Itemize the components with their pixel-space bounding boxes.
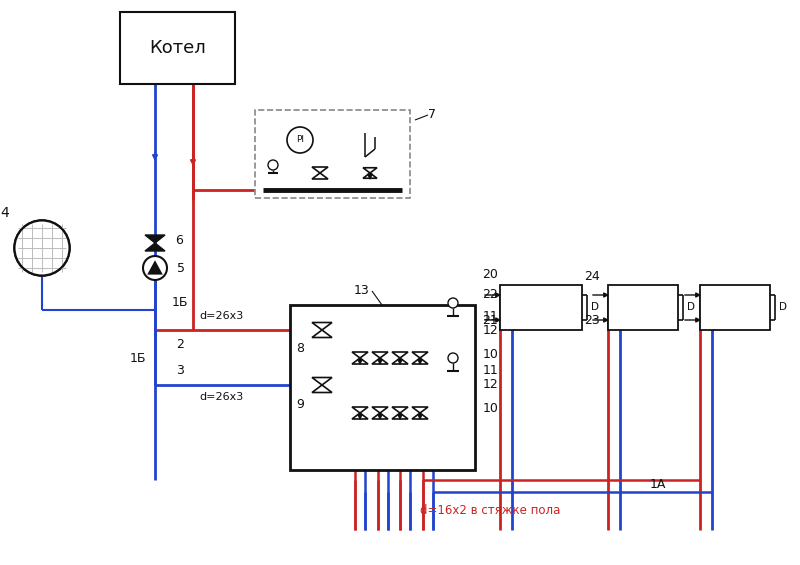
Polygon shape	[352, 358, 368, 364]
Text: 11: 11	[483, 310, 498, 323]
Bar	[700, 285, 770, 330]
Text: D: D	[687, 302, 695, 312]
Polygon shape	[352, 413, 368, 419]
Text: 5: 5	[177, 262, 185, 275]
Text: d=16x2 в стяжке пола: d=16x2 в стяжке пола	[420, 503, 560, 516]
Polygon shape	[392, 358, 408, 364]
Circle shape	[14, 220, 70, 276]
Text: d=26x3: d=26x3	[200, 392, 244, 402]
Polygon shape	[372, 358, 388, 364]
Text: 7: 7	[428, 108, 436, 121]
Text: 2: 2	[176, 337, 184, 350]
Text: 22: 22	[482, 289, 498, 302]
Text: 12: 12	[483, 324, 498, 337]
Text: D: D	[591, 302, 599, 312]
Polygon shape	[312, 385, 332, 393]
Polygon shape	[147, 260, 163, 275]
Bar	[255, 110, 410, 198]
Polygon shape	[352, 407, 368, 413]
Bar	[500, 285, 582, 330]
Polygon shape	[312, 377, 332, 385]
Polygon shape	[412, 407, 428, 413]
Text: 3: 3	[176, 364, 184, 377]
Circle shape	[448, 298, 458, 308]
Bar	[120, 12, 235, 84]
Circle shape	[448, 353, 458, 363]
Polygon shape	[145, 235, 165, 243]
Circle shape	[287, 127, 313, 153]
Polygon shape	[392, 407, 408, 413]
Text: 1А: 1А	[650, 479, 666, 492]
Text: Котел: Котел	[149, 39, 206, 57]
Polygon shape	[312, 330, 332, 337]
Text: 10: 10	[483, 402, 499, 415]
Text: 6: 6	[175, 234, 183, 247]
Text: 8: 8	[296, 341, 304, 354]
Text: 1Б: 1Б	[172, 295, 189, 308]
Polygon shape	[312, 323, 332, 330]
Text: d=26x3: d=26x3	[200, 311, 244, 321]
Polygon shape	[372, 352, 388, 358]
Polygon shape	[363, 168, 377, 173]
Text: 10: 10	[483, 347, 499, 360]
Polygon shape	[352, 352, 368, 358]
Polygon shape	[392, 352, 408, 358]
Text: 1Б: 1Б	[130, 351, 146, 364]
Text: 9: 9	[296, 398, 304, 411]
Text: 4: 4	[0, 206, 9, 220]
Polygon shape	[372, 413, 388, 419]
Text: 24: 24	[584, 271, 600, 284]
Polygon shape	[312, 173, 328, 179]
Polygon shape	[372, 407, 388, 413]
Text: 20: 20	[482, 268, 498, 281]
Text: 13: 13	[354, 285, 370, 298]
Polygon shape	[412, 413, 428, 419]
Text: 23: 23	[584, 314, 600, 327]
Text: PI: PI	[296, 136, 304, 145]
Text: 11: 11	[483, 364, 498, 377]
Polygon shape	[145, 243, 165, 251]
Bar	[608, 285, 678, 330]
Polygon shape	[412, 358, 428, 364]
Text: 21: 21	[482, 314, 498, 327]
Text: D: D	[779, 302, 787, 312]
Bar	[290, 305, 475, 470]
Circle shape	[143, 256, 167, 280]
Circle shape	[268, 160, 278, 170]
Polygon shape	[363, 173, 377, 178]
Polygon shape	[412, 352, 428, 358]
Polygon shape	[312, 167, 328, 173]
Text: 12: 12	[483, 379, 498, 392]
Polygon shape	[392, 413, 408, 419]
